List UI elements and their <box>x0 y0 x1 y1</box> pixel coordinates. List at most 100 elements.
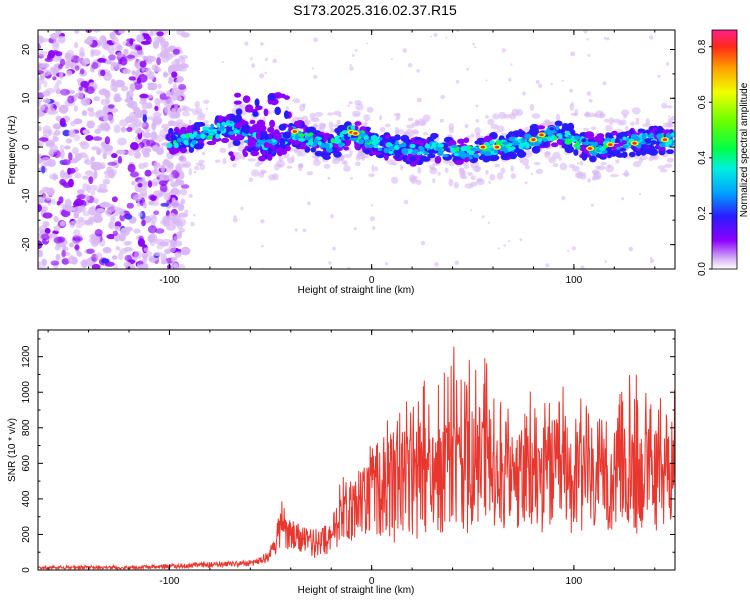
spectrogram-band-cell <box>279 138 286 146</box>
spectrogram-noise-cell <box>139 188 148 197</box>
spectrogram-sparse-cell <box>649 256 653 260</box>
spectrogram-sparse-cell <box>455 80 460 84</box>
spectrogram-band-cell <box>463 137 470 143</box>
spectrogram-halo-cell <box>661 102 667 109</box>
spectrogram-noise-cell <box>74 244 80 252</box>
spectrogram-noise-cell <box>121 126 126 133</box>
spectrogram-noise-cell <box>95 109 106 118</box>
spectrogram-noise-cell <box>62 173 70 180</box>
spectrogram-noise-cell <box>70 121 76 127</box>
spectrogram-core-cell <box>416 152 422 156</box>
spectrogram-noise-cell <box>131 180 136 186</box>
spectrogram-core-cell <box>470 147 478 152</box>
spectrogram-halo-cell <box>233 152 243 160</box>
spectrogram-halo-cell <box>615 159 620 164</box>
spectrogram-noise-cell <box>119 211 125 216</box>
spectrogram-halo-cell <box>496 172 504 180</box>
spectrogram-core-cell <box>388 146 394 151</box>
spectrogram-sparse-cell <box>402 48 408 53</box>
spectrogram-noise-cell <box>82 129 90 135</box>
spectrogram-noise-cell <box>73 134 81 142</box>
spectrogram-core-cell <box>567 135 572 140</box>
spectrogram-sparse-cell <box>470 209 472 212</box>
spectrogram-sparse-cell <box>621 197 625 201</box>
spectrogram-core-cell <box>564 138 572 145</box>
spectrogram-halo-cell <box>666 105 673 109</box>
spectrogram-sparse-cell <box>193 213 196 217</box>
spectrogram-noise-cell <box>92 161 100 168</box>
spectrogram-noise-cell <box>163 127 169 132</box>
spectrogram-halo-cell <box>299 103 306 112</box>
spectrogram-band-cell <box>512 130 521 138</box>
spectrogram-band-cell <box>666 149 674 155</box>
spectrogram-sparse-cell <box>570 51 576 57</box>
spectrogram-sparse-cell <box>604 260 608 263</box>
spectrogram-halo-cell <box>193 165 200 171</box>
spectrogram-sparse-cell <box>593 113 599 118</box>
spectrogram-noise-cell <box>137 122 147 128</box>
spectrogram-halo-cell <box>523 150 533 158</box>
spectrogram-core-cell <box>275 144 282 148</box>
spectrogram-noise-cell <box>155 228 165 234</box>
spectrogram-noise-cell <box>102 178 111 185</box>
spectrogram-noise-cell <box>136 34 144 43</box>
spectrogram-core-cell <box>559 128 566 134</box>
spectrogram-sparse-cell <box>588 98 593 103</box>
spectrogram-noise-cell <box>177 263 186 269</box>
spectrogram-noise-cell <box>39 104 46 112</box>
spectrogram-noise-cell <box>161 123 170 129</box>
spectrogram-sparse-cell <box>350 177 353 180</box>
spectrogram-core-cell <box>203 130 209 134</box>
spectrogram-sparse-cell <box>524 126 530 132</box>
spectrogram-core-cell <box>650 140 657 145</box>
spectrogram-halo-cell <box>219 147 227 153</box>
spectrogram-noise-cell <box>160 99 166 104</box>
spectrogram-band-cell <box>234 92 242 98</box>
spectrogram-noise-cell <box>158 36 166 43</box>
spectrogram-noise-cell <box>67 95 75 104</box>
spectrogram-noise-cell <box>141 180 147 188</box>
spectrogram-noise-cell <box>40 206 47 213</box>
spectrogram-sparse-cell <box>519 238 523 242</box>
colorbar-gradient <box>711 29 738 270</box>
spectrogram-sparse-cell <box>530 172 533 176</box>
spectrogram-core-cell <box>364 139 371 144</box>
spectrogram-core-cell <box>460 146 466 152</box>
spectrogram-noise-cell <box>78 86 83 91</box>
spectrogram-noise-cell <box>53 225 61 232</box>
spectrogram-noise-cell <box>108 54 116 61</box>
spectrogram-noise-cell <box>160 253 167 262</box>
spectrogram-core-cell <box>233 129 240 134</box>
spectrogram-noise-cell <box>41 63 50 69</box>
spectrogram-halo-cell <box>312 159 321 167</box>
spectrogram-noise-cell <box>138 235 144 241</box>
spectrogram-noise-cell <box>169 173 174 183</box>
spectrogram-halo-cell <box>453 181 459 189</box>
spectrogram-core-cell <box>468 156 473 160</box>
spectrogram-band-cell <box>250 150 259 157</box>
spectrogram-band-cell <box>233 100 242 105</box>
spectrogram-noise-cell <box>147 85 157 91</box>
spectrogram-noise-cell <box>41 156 51 164</box>
spectrogram-band-cell <box>282 131 291 139</box>
spectrogram-noise-cell <box>38 43 41 51</box>
spectrogram-noise-cell <box>63 204 73 212</box>
spectrogram-sparse-cell <box>329 127 335 133</box>
spectrogram-xtick-label: 100 <box>566 275 583 286</box>
spectrogram-noise-cell <box>104 174 111 179</box>
spectrogram-noise-cell <box>76 252 83 257</box>
spectrogram-halo-cell <box>494 163 501 168</box>
spectrogram-core-cell <box>549 127 555 131</box>
spectrogram-noise-cell <box>39 73 45 81</box>
spectrogram-core-cell <box>603 150 608 154</box>
spectrogram-sparse-cell <box>371 204 374 207</box>
spectrogram-band-cell <box>234 114 243 122</box>
spectrogram-noise-cell <box>86 184 92 193</box>
spectrogram-noise-cell <box>59 58 66 67</box>
spectrogram-sparse-cell <box>199 111 203 115</box>
spectrogram-noise-cell <box>83 159 94 165</box>
spectrogram-core-cell <box>493 149 499 154</box>
spectrogram-core-cell <box>338 143 343 148</box>
spectrogram-ytick-label: -20 <box>21 237 32 252</box>
